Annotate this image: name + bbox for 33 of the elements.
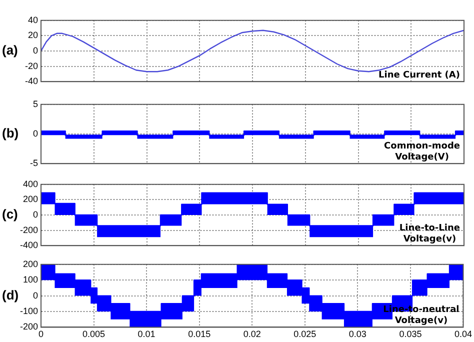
y-tick-label: 200 [22,258,38,269]
text: (c) [2,206,18,222]
y-tick-label: 200 [22,194,38,204]
y-tick-label: -40 [24,76,38,86]
y-tick-label: -20 [24,60,38,71]
y-tick-label: -100 [20,306,38,316]
y-tick-label: 400 [22,178,38,189]
x-tick-label: 0.03 [348,329,366,340]
y-tick-label: 0 [32,290,38,300]
x-tick-label: 0.035 [399,329,422,340]
text: (b) [2,126,19,141]
y-tick-label: 0 [32,209,38,220]
annotation: Line Current (A) [378,70,460,80]
x-tick-label: 0.025 [294,329,316,340]
y-tick-label: 100 [22,274,38,285]
y-tick-label: 5 [32,98,38,109]
y-tick-label: -200 [20,224,38,235]
text: (d) [2,287,19,302]
x-tick-label: 0.005 [82,329,106,340]
text: (a) [2,42,18,58]
y-tick-label: -200 [20,322,38,332]
x-tick-label: 0.015 [188,329,211,340]
y-tick-label: -5 [30,158,38,168]
y-tick-label: 40 [28,14,38,25]
x-tick-label: 0.04 [454,329,472,340]
annotation: Line-to-Line Voltage(v) [399,223,460,244]
y-tick-label: 0 [32,45,38,56]
x-tick-label: 0.01 [138,329,156,340]
annotation: Common-mode Voltage(V) [384,141,460,162]
x-tick-label: 0.02 [243,329,261,340]
y-tick-label: -400 [20,240,38,250]
y-tick-label: 0 [32,128,38,138]
y-tick-label: 20 [28,30,38,40]
